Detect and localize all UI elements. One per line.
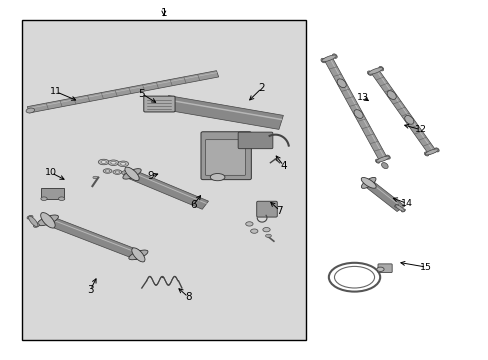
Ellipse shape <box>366 71 371 75</box>
Text: 7: 7 <box>276 206 283 216</box>
Ellipse shape <box>375 159 379 163</box>
Bar <box>22 20 305 340</box>
Text: 12: 12 <box>414 125 426 134</box>
Ellipse shape <box>41 197 47 201</box>
Ellipse shape <box>110 161 116 164</box>
Polygon shape <box>166 99 282 120</box>
Polygon shape <box>163 96 283 129</box>
FancyBboxPatch shape <box>143 96 175 112</box>
Ellipse shape <box>424 152 428 156</box>
Ellipse shape <box>108 160 119 166</box>
Ellipse shape <box>93 176 98 179</box>
Text: 1: 1 <box>160 8 167 18</box>
Ellipse shape <box>41 212 55 228</box>
Ellipse shape <box>28 216 38 227</box>
Text: 8: 8 <box>184 292 191 302</box>
Polygon shape <box>328 57 385 160</box>
Ellipse shape <box>103 169 112 173</box>
Text: 15: 15 <box>420 263 431 271</box>
Polygon shape <box>364 181 404 212</box>
Ellipse shape <box>376 156 388 162</box>
Ellipse shape <box>321 55 336 62</box>
Text: 5: 5 <box>138 89 145 99</box>
Polygon shape <box>374 69 434 153</box>
Ellipse shape <box>113 170 122 174</box>
Ellipse shape <box>59 197 64 201</box>
Ellipse shape <box>367 68 382 74</box>
FancyBboxPatch shape <box>377 264 391 273</box>
Text: 6: 6 <box>189 200 196 210</box>
Polygon shape <box>27 71 218 113</box>
Ellipse shape <box>434 148 438 152</box>
Text: 4: 4 <box>280 161 286 171</box>
Ellipse shape <box>376 267 384 271</box>
Ellipse shape <box>353 110 363 118</box>
Ellipse shape <box>401 209 405 212</box>
Ellipse shape <box>332 54 337 58</box>
Ellipse shape <box>33 224 40 227</box>
Ellipse shape <box>115 171 119 173</box>
Ellipse shape <box>250 229 258 233</box>
Polygon shape <box>323 57 387 161</box>
Ellipse shape <box>105 170 109 172</box>
Ellipse shape <box>118 161 128 167</box>
Polygon shape <box>45 216 142 260</box>
Text: 10: 10 <box>45 168 57 177</box>
Ellipse shape <box>378 67 383 71</box>
Text: 11: 11 <box>50 87 62 96</box>
Ellipse shape <box>336 79 346 87</box>
Ellipse shape <box>394 204 398 207</box>
Ellipse shape <box>263 228 270 232</box>
FancyBboxPatch shape <box>205 140 245 175</box>
Text: 3: 3 <box>87 285 94 295</box>
Ellipse shape <box>425 149 437 155</box>
Ellipse shape <box>122 168 141 179</box>
Text: 14: 14 <box>400 199 412 208</box>
Ellipse shape <box>361 177 375 188</box>
Polygon shape <box>369 182 402 208</box>
Ellipse shape <box>265 234 271 238</box>
Ellipse shape <box>98 159 109 165</box>
Ellipse shape <box>26 108 35 113</box>
Ellipse shape <box>128 250 148 260</box>
Ellipse shape <box>386 91 395 99</box>
Ellipse shape <box>124 167 139 181</box>
Text: 9: 9 <box>147 171 154 181</box>
Ellipse shape <box>361 177 375 188</box>
FancyBboxPatch shape <box>256 201 277 217</box>
Ellipse shape <box>385 155 389 159</box>
Text: 13: 13 <box>356 93 368 102</box>
Polygon shape <box>369 69 436 154</box>
Bar <box>41 188 64 199</box>
FancyBboxPatch shape <box>201 132 251 180</box>
Ellipse shape <box>101 161 106 163</box>
FancyBboxPatch shape <box>238 132 272 149</box>
Ellipse shape <box>381 163 387 168</box>
Ellipse shape <box>320 58 325 63</box>
Ellipse shape <box>404 116 413 124</box>
Polygon shape <box>49 218 141 255</box>
Polygon shape <box>133 172 206 204</box>
Text: 2: 2 <box>258 83 264 93</box>
Ellipse shape <box>395 205 404 211</box>
Ellipse shape <box>122 171 130 175</box>
Ellipse shape <box>120 162 125 165</box>
Polygon shape <box>129 171 208 209</box>
Ellipse shape <box>27 216 33 219</box>
Ellipse shape <box>132 248 144 262</box>
Ellipse shape <box>245 222 253 226</box>
Ellipse shape <box>37 215 59 226</box>
Ellipse shape <box>124 172 128 174</box>
Polygon shape <box>28 72 217 109</box>
Ellipse shape <box>210 174 224 181</box>
